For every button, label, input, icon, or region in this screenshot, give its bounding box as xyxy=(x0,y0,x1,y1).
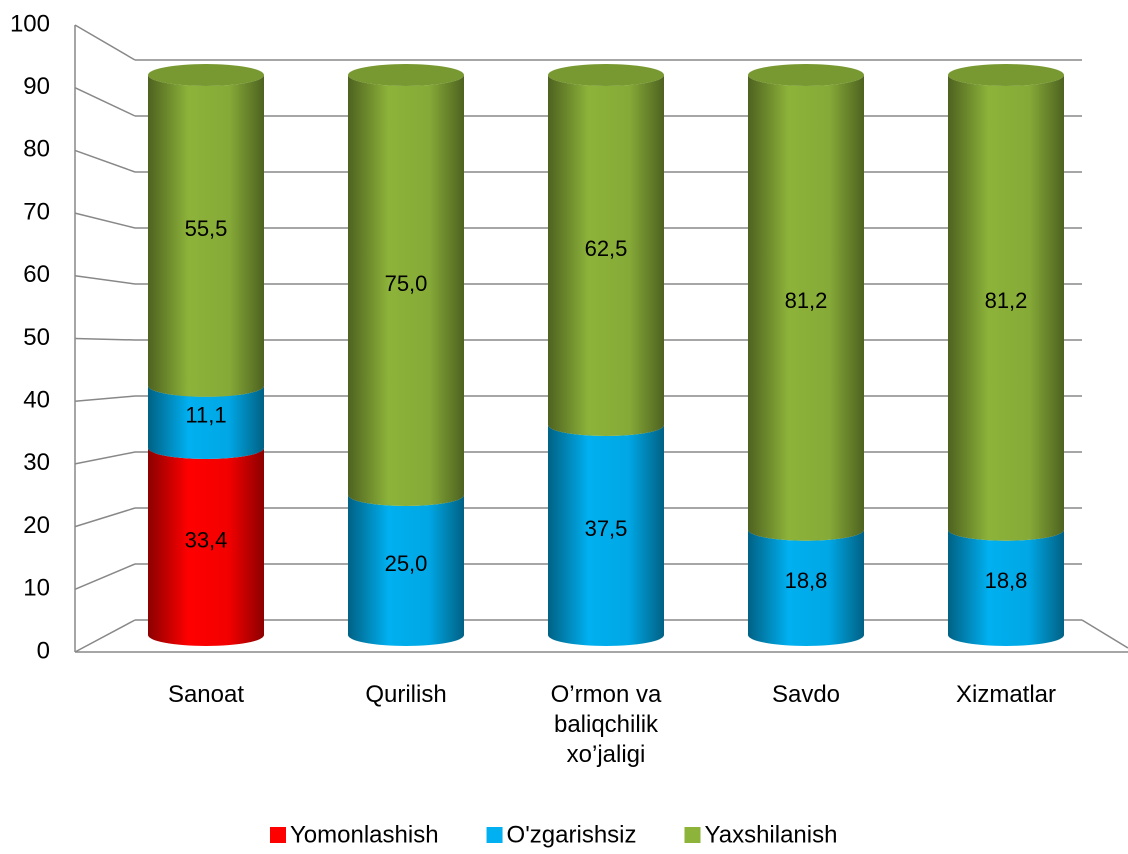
cylinder-segment xyxy=(748,75,864,541)
legend-swatch xyxy=(270,827,286,843)
value-label: 81,2 xyxy=(985,288,1028,313)
cylinder-segment xyxy=(948,75,1064,541)
value-label: 55,5 xyxy=(185,216,228,241)
legend-swatch xyxy=(684,827,701,843)
x-tick-label: O’rmon va baliqchilik xo’jaligi xyxy=(550,681,662,768)
x-tick-label: Sanoat xyxy=(167,681,245,708)
value-label: 18,8 xyxy=(985,568,1028,593)
cylinder-top xyxy=(948,64,1064,86)
y-tick-label: 60 xyxy=(23,261,50,288)
grid-line xyxy=(74,275,136,285)
cylinder-segment xyxy=(548,425,664,646)
value-label: 18,8 xyxy=(785,568,828,593)
cylinder-segment xyxy=(348,495,464,646)
grid-line xyxy=(74,451,136,465)
cylinder-segment xyxy=(348,75,464,506)
y-tick-label: 100 xyxy=(10,10,50,37)
legend-label: O'zgarishsiz xyxy=(507,821,637,848)
value-label: 37,5 xyxy=(585,516,628,541)
legend-label: Yaxshilanish xyxy=(705,821,838,848)
y-tick-label: 90 xyxy=(23,73,50,100)
grid-line xyxy=(74,24,136,61)
cylinder-top xyxy=(548,64,664,86)
cylinder-segment xyxy=(148,385,264,459)
grid-line xyxy=(74,87,136,117)
value-label: 11,1 xyxy=(185,403,226,428)
grid-line xyxy=(74,507,136,528)
value-label: 75,0 xyxy=(385,271,428,296)
value-label: 25,0 xyxy=(385,551,428,576)
legend-label: Yomonlashish xyxy=(290,821,439,848)
y-tick-label: 50 xyxy=(23,324,50,351)
cylinder-segment xyxy=(948,529,1064,646)
value-label: 81,2 xyxy=(785,288,828,313)
legend-swatch xyxy=(486,827,503,843)
x-tick-label: Xizmatlar xyxy=(955,681,1057,708)
cylinder-segment xyxy=(148,75,264,397)
cylinder-segment xyxy=(748,529,864,646)
y-tick-label: 0 xyxy=(37,637,50,664)
y-tick-label: 80 xyxy=(23,136,50,163)
cylinder-top xyxy=(748,64,864,86)
grid-line xyxy=(74,212,136,229)
grid-line xyxy=(74,619,136,653)
cylinder-top xyxy=(348,64,464,86)
cylinder-segment xyxy=(548,75,664,436)
x-tick-label: Savdo xyxy=(771,681,841,708)
grid-line xyxy=(74,563,136,590)
y-tick-label: 10 xyxy=(23,575,50,602)
grid-line xyxy=(74,337,136,341)
grid-line xyxy=(74,149,136,173)
value-label: 62,5 xyxy=(585,236,628,261)
cylinder-segment xyxy=(148,447,264,646)
x-tick-label: Qurilish xyxy=(365,681,447,708)
y-tick-label: 40 xyxy=(23,387,50,414)
y-tick-label: 30 xyxy=(23,449,50,476)
y-tick-label: 70 xyxy=(23,198,50,225)
cylinder-top xyxy=(148,64,264,86)
floor-edge xyxy=(1081,619,1128,649)
grid-line xyxy=(74,395,136,402)
value-label: 33,4 xyxy=(185,527,228,552)
y-tick-label: 20 xyxy=(23,512,50,539)
